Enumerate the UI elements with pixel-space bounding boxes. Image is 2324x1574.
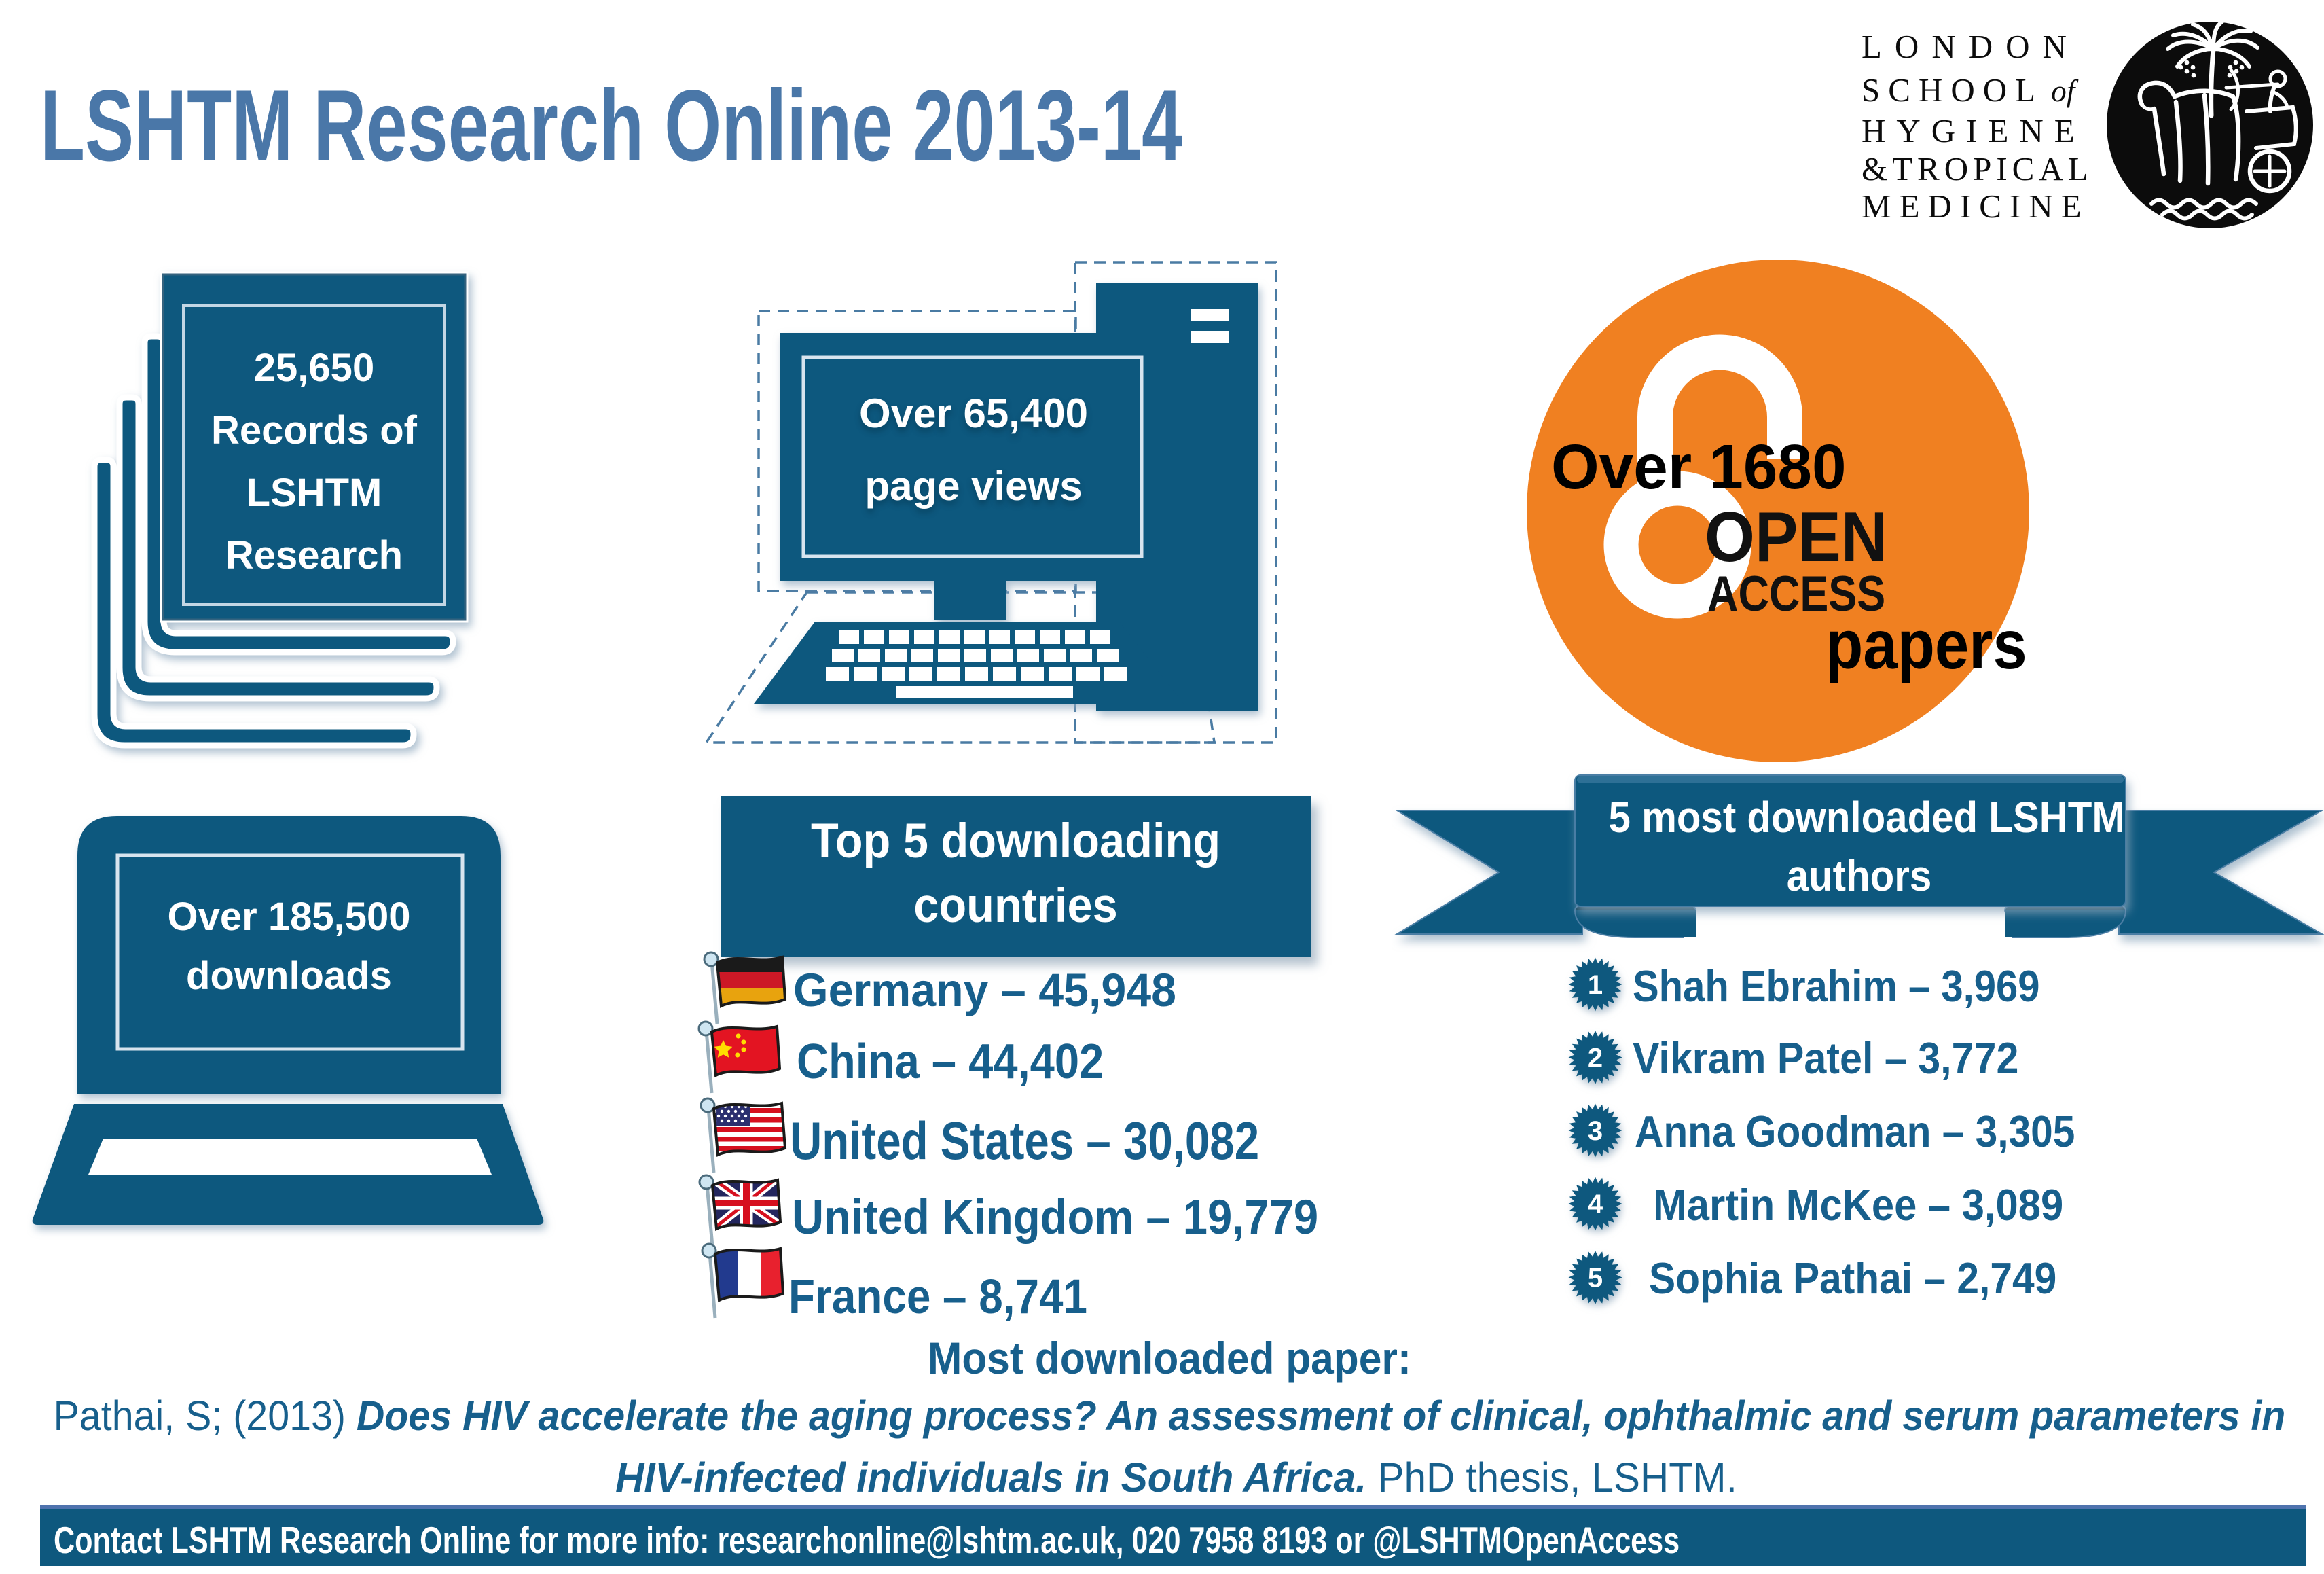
svg-text:3: 3 <box>1588 1116 1603 1146</box>
svg-text:5: 5 <box>1588 1264 1603 1293</box>
svg-text:2: 2 <box>1588 1043 1603 1073</box>
svg-text:4: 4 <box>1588 1190 1603 1219</box>
svg-text:1: 1 <box>1588 970 1603 1000</box>
